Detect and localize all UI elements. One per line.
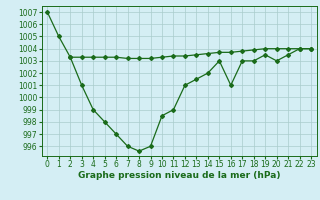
- X-axis label: Graphe pression niveau de la mer (hPa): Graphe pression niveau de la mer (hPa): [78, 171, 280, 180]
